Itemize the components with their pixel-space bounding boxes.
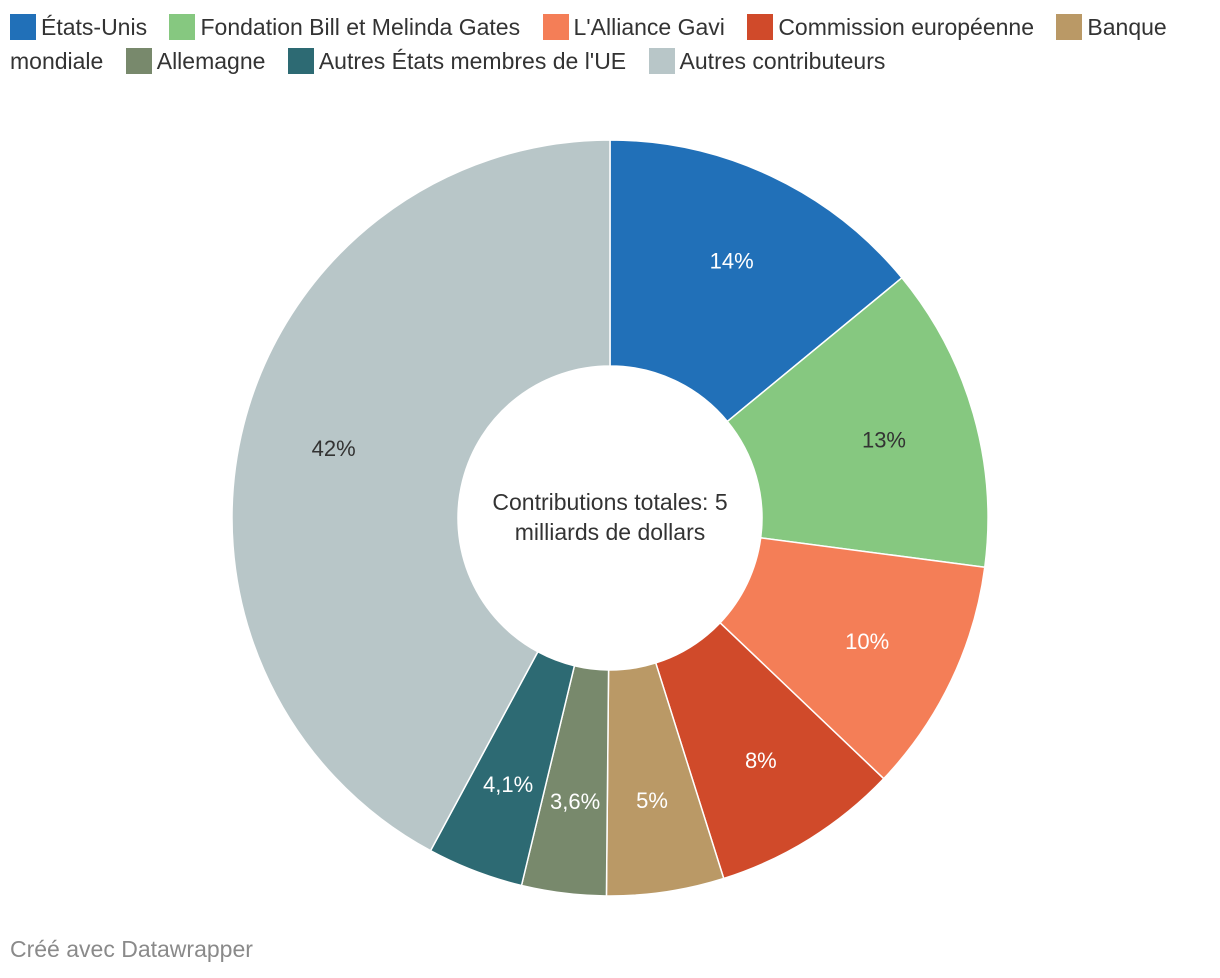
slice-data-label: 10%: [845, 629, 889, 654]
footer-credit: Créé avec Datawrapper: [10, 936, 253, 962]
donut-slice: [719, 536, 986, 780]
legend-item-alliance-gavi: L'Alliance Gavi: [542, 14, 741, 40]
legend-item-fondation-gates: Fondation Bill et Melinda Gates: [169, 14, 536, 40]
legend-label: Autres contributeurs: [679, 48, 886, 74]
slice-data-label: 3,6%: [550, 789, 600, 814]
legend-label: Fondation Bill et Melinda Gates: [200, 14, 521, 40]
legend-label-part: Banque: [1087, 14, 1167, 40]
donut-slice: [609, 139, 903, 423]
legend-item-autres-contributeurs: Autres contributeurs: [648, 48, 902, 74]
legend-item-autres-etats-ue: Autres États membres de l'UE: [287, 48, 642, 74]
legend-item-etats-unis: États-Unis: [10, 14, 163, 40]
slice-data-label: 4,1%: [483, 772, 533, 797]
legend-item-allemagne: Allemagne: [125, 48, 282, 74]
legend-swatch: [10, 14, 36, 40]
slice-data-label: 13%: [862, 428, 906, 453]
legend-swatch: [125, 48, 152, 74]
donut-slice: [231, 139, 611, 852]
legend-swatch: [1056, 14, 1083, 40]
center-label-line-1: Contributions totales: 5: [492, 489, 727, 515]
legend-label-part: mondiale: [10, 48, 104, 74]
donut-chart: 14% 13% 10% 8% 5% 3,6% 4,1% 42% Contributions t…: [231, 139, 989, 897]
legend-label: États-Unis: [41, 14, 148, 40]
legend-swatch: [648, 48, 675, 74]
legend-swatch: [542, 14, 569, 40]
slice-data-label: 8%: [745, 748, 777, 773]
slice-data-label: 14%: [710, 248, 754, 273]
slice-data-label: 42%: [312, 436, 356, 461]
legend-label: Commission européenne: [778, 14, 1035, 40]
legend-swatch: [747, 14, 774, 40]
donut-slices: [231, 139, 989, 897]
legend-label: Allemagne: [156, 48, 266, 74]
donut-slice-labels: 14% 13% 10% 8% 5% 3,6% 4,1% 42%: [312, 248, 906, 814]
donut-slice: [726, 276, 989, 569]
center-label-line-2: milliards de dollars: [515, 519, 705, 545]
legend-swatch: [169, 14, 196, 40]
legend-item-banque-mondiale: Banque mondiale: [10, 14, 1167, 74]
chart-legend: États-Unis Fondation Bill et Melinda Gat…: [10, 10, 1210, 78]
legend-swatch: [287, 48, 314, 74]
legend-item-commission-europeenne: Commission européenne: [747, 14, 1050, 40]
legend-label: Banque mondiale: [10, 14, 1167, 74]
legend-label: L'Alliance Gavi: [573, 14, 725, 40]
slice-data-label: 5%: [636, 788, 668, 813]
legend-label: Autres États membres de l'UE: [318, 48, 627, 74]
